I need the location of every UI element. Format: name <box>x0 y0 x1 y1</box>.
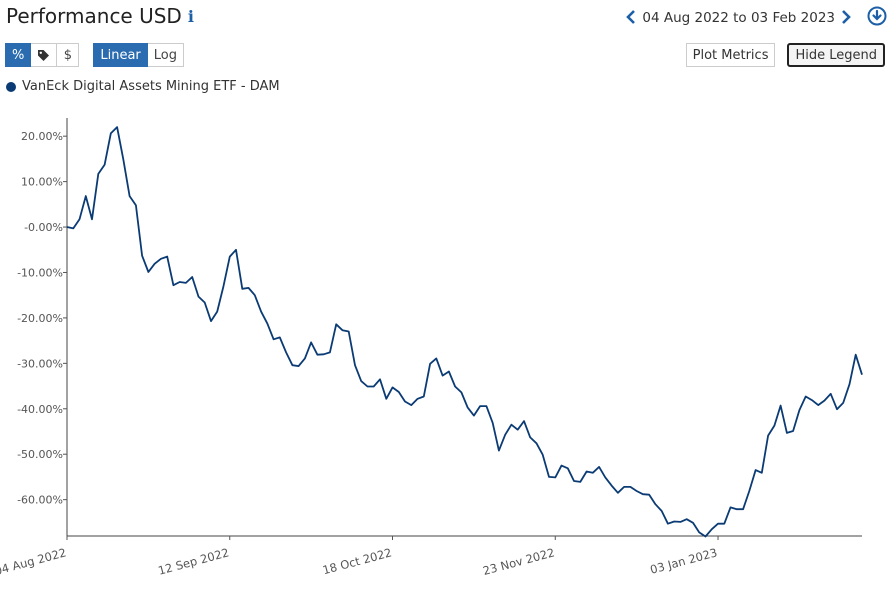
y-tick-label: 10.00% <box>21 176 63 189</box>
legend-marker <box>6 81 16 92</box>
y-tick-label: -20.00% <box>17 312 63 325</box>
log-scale-button[interactable]: Log <box>147 43 184 67</box>
download-circle-icon[interactable] <box>867 6 887 30</box>
hide-legend-button[interactable]: Hide Legend <box>787 43 885 67</box>
title-text: Performance USD <box>6 4 182 28</box>
percent-button[interactable]: % <box>5 43 32 67</box>
info-icon[interactable]: i <box>187 6 194 26</box>
series-line-dam <box>66 126 863 538</box>
y-tick-label: -60.00% <box>17 494 63 507</box>
scale-button-group: Linear Log <box>93 43 184 67</box>
x-tick-label: 12 Sep 2022 <box>157 545 231 577</box>
date-range-text[interactable]: 04 Aug 2022 to 03 Feb 2023 <box>642 10 835 26</box>
y-tick-label: -0.00% <box>24 221 63 234</box>
chevron-right-icon[interactable] <box>841 9 851 28</box>
x-tick-label: 18 Oct 2022 <box>321 545 393 577</box>
tag-button[interactable] <box>31 43 58 67</box>
dollar-button[interactable]: $ <box>57 43 80 67</box>
y-tick-label: 20.00% <box>21 130 63 143</box>
x-tick-label: 23 Nov 2022 <box>481 545 556 578</box>
mode-button-group: % $ <box>5 43 80 67</box>
x-tick-label: 04 Aug 2022 <box>0 545 68 578</box>
y-tick-label: -30.00% <box>17 357 63 370</box>
tag-icon <box>38 49 50 61</box>
plot-metrics-button[interactable]: Plot Metrics <box>685 43 776 67</box>
chevron-left-icon[interactable] <box>626 9 636 28</box>
date-range-nav: 04 Aug 2022 to 03 Feb 2023 <box>626 6 887 30</box>
linear-scale-button[interactable]: Linear <box>93 43 148 67</box>
legend-series-name: VanEck Digital Assets Mining ETF - DAM <box>22 79 280 94</box>
chart-options: Plot Metrics Hide Legend <box>685 43 885 67</box>
x-tick-label: 03 Jan 2023 <box>649 545 719 576</box>
y-tick-label: -10.00% <box>17 266 63 279</box>
chart-title: Performance USD i <box>6 4 194 28</box>
legend: VanEck Digital Assets Mining ETF - DAM <box>6 79 280 94</box>
y-tick-label: -40.00% <box>17 403 63 416</box>
chart-toolbar: % $ Linear Log <box>5 43 184 67</box>
y-tick-label: -50.00% <box>17 448 63 461</box>
